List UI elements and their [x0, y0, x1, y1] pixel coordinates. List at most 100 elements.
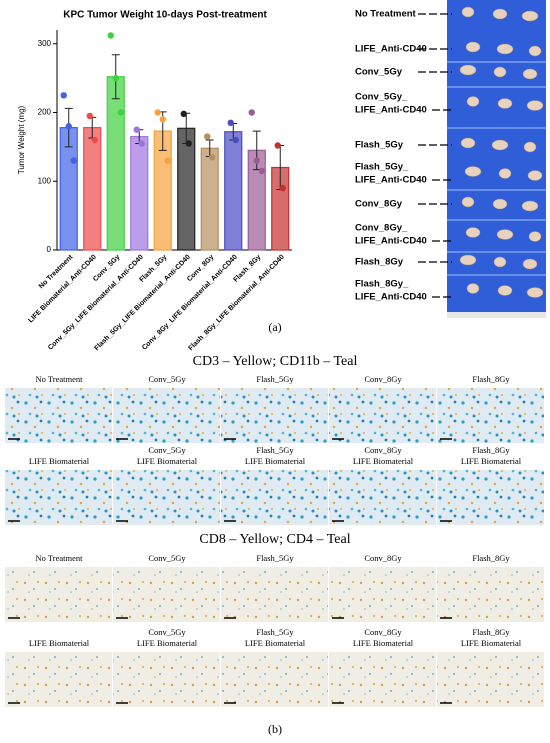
data-point: [232, 136, 239, 144]
micrograph: [5, 388, 112, 443]
tumor: [466, 96, 480, 107]
tumor: [528, 45, 542, 57]
photo-label: Conv_8Gy: [355, 199, 403, 210]
data-point: [117, 109, 124, 116]
tumor: [492, 198, 508, 210]
micrograph: [329, 567, 436, 622]
photo-label: Conv_5Gy: [355, 67, 403, 78]
panel-label: (b): [268, 722, 282, 736]
photo-label: Conv_8Gy_: [355, 223, 408, 234]
data-point: [253, 157, 260, 164]
bar: [200, 147, 219, 251]
data-point: [159, 116, 166, 123]
micrograph: [221, 388, 328, 443]
y-tick-label: 0: [47, 245, 52, 254]
bar: [83, 127, 102, 251]
tumor: [521, 200, 539, 212]
data-point: [180, 110, 187, 118]
photo-label: No Treatment: [355, 9, 417, 20]
photo-label: Flash_5Gy: [355, 140, 404, 151]
tumor: [496, 229, 514, 240]
image-label: Flash_5Gy: [256, 627, 294, 637]
bar: [106, 76, 125, 251]
tumor: [459, 254, 477, 266]
tumor: [466, 283, 480, 294]
photo-label: Flash_8Gy: [355, 257, 404, 268]
data-point: [209, 153, 216, 161]
image-label: Conv_8Gy: [364, 627, 402, 637]
tumor: [460, 137, 476, 149]
micrograph: [221, 470, 328, 525]
bar: [224, 131, 243, 251]
bar: [130, 135, 149, 251]
tumor: [523, 141, 537, 153]
data-point: [258, 167, 265, 175]
tumor: [527, 170, 543, 181]
y-axis-label: Tumor Weight (mg): [17, 105, 26, 174]
image-label: Flash_8Gy: [472, 445, 510, 455]
image-label: Conv_8Gy: [364, 374, 402, 384]
photo-label: LIFE_Anti-CD40: [355, 44, 427, 55]
y-tick-label: 300: [38, 39, 52, 48]
data-point: [154, 109, 161, 116]
data-point: [185, 140, 192, 147]
tumor: [493, 256, 507, 268]
tumor: [465, 41, 481, 53]
micrograph: [329, 470, 436, 525]
tumor: [492, 8, 508, 20]
data-point: [227, 119, 234, 127]
panel-label: (a): [268, 320, 281, 334]
micrograph: [113, 388, 220, 443]
tumor: [526, 287, 544, 298]
image-label: No Treatment: [36, 374, 84, 384]
image-label: Conv_5Gy: [148, 553, 186, 563]
micrograph: [221, 652, 328, 707]
image-label: Flash_8Gy: [472, 627, 510, 637]
micrograph: [329, 652, 436, 707]
data-point: [274, 142, 281, 149]
image-label: LIFE Biomaterial: [29, 456, 90, 466]
data-point: [133, 126, 140, 133]
photo-label: LIFE_Anti-CD40: [355, 105, 427, 116]
tumor: [465, 227, 481, 238]
photo-label: Flash_5Gy_: [355, 162, 409, 173]
image-label: LIFE Biomaterial: [353, 638, 414, 648]
image-label: Flash_8Gy: [472, 374, 510, 384]
image-label: Conv_8Gy: [364, 553, 402, 563]
tumor: [464, 166, 482, 177]
tumor: [522, 68, 538, 80]
micrograph: [221, 567, 328, 622]
tumor: [497, 98, 513, 109]
micrograph: [113, 567, 220, 622]
micrograph: [437, 470, 544, 525]
image-label: LIFE Biomaterial: [137, 638, 198, 648]
image-label: LIFE Biomaterial: [137, 456, 198, 466]
data-point: [164, 157, 171, 164]
image-label: LIFE Biomaterial: [461, 638, 522, 648]
chart-title: KPC Tumor Weight 10-days Post-treatment: [63, 10, 267, 21]
tumor: [497, 285, 513, 296]
image-label: Conv_8Gy: [364, 445, 402, 455]
bar: [177, 127, 196, 251]
image-label: LIFE Biomaterial: [245, 638, 306, 648]
data-point: [91, 136, 98, 144]
y-tick-label: 200: [38, 108, 52, 117]
tumor: [528, 231, 542, 242]
photo-label: LIFE_Anti-CD40: [355, 175, 427, 186]
tumor: [526, 100, 544, 111]
tumor: [522, 258, 538, 270]
image-label: Conv_5Gy: [148, 627, 186, 637]
section-title: CD3 – Yellow; CD11b – Teal: [193, 354, 358, 369]
tumor: [491, 139, 509, 151]
photo-label: Conv_5Gy_: [355, 92, 408, 103]
micrograph: [329, 388, 436, 443]
ruler: [447, 312, 546, 318]
data-point: [248, 109, 255, 116]
data-point: [86, 112, 93, 120]
image-label: LIFE Biomaterial: [29, 638, 90, 648]
micrograph: [5, 652, 112, 707]
data-point: [138, 140, 145, 147]
tumor: [521, 10, 539, 22]
section-title: CD8 – Yellow; CD4 – Teal: [199, 532, 350, 547]
